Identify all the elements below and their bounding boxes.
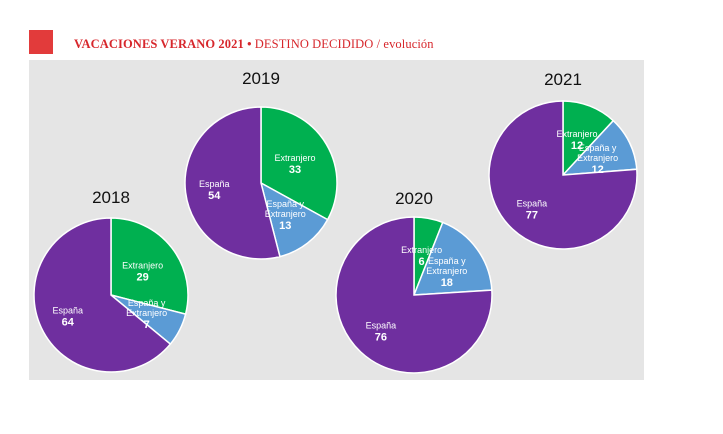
title-subtitle: / evolución [376,37,434,51]
slice-label: España [53,305,84,315]
slice-label: Extranjero [126,308,167,318]
slice-label: España [199,179,230,189]
slice-label: España y [128,298,166,308]
title-strong: VACACIONES VERANO 2021 [74,37,244,51]
pie-slice [488,100,638,250]
slice-label: Extranjero [122,260,163,270]
slice-value: 29 [137,271,149,283]
title-bullet: • [247,37,252,51]
slice-label: Extranjero [557,129,598,139]
header: VACACIONES VERANO 2021 • DESTINO DECIDID… [0,0,723,60]
pie-title: 2020 [395,189,433,208]
brand-square-icon [29,30,53,54]
slice-label: Extranjero [577,153,618,163]
slice-value: 64 [62,316,75,328]
slice-value: 13 [279,220,291,232]
slice-value: 18 [441,277,453,289]
pie-slice [335,216,493,374]
chart-title: VACACIONES VERANO 2021 • DESTINO DECIDID… [74,37,434,52]
slice-label: Extranjero [426,266,467,276]
slice-value: 12 [592,164,604,176]
slice-value: 6 [419,256,425,268]
pie-slice [260,106,338,221]
slice-value: 12 [571,140,583,152]
slice-value: 54 [208,190,221,202]
pie-title: 2021 [544,70,582,89]
slice-label: España y [428,256,466,266]
pie-slice [110,217,189,316]
slice-label: España y [579,143,617,153]
slice-label: Extranjero [275,153,316,163]
slice-label: Extranjero [401,245,442,255]
slice-label: España y [266,199,304,209]
pie-slice [259,181,329,258]
slice-value: 77 [526,210,538,222]
chart-panel: 2018 Extranjero 29 España y Extranjero 7 Españ… [29,60,644,380]
pie-title: 2019 [242,69,280,88]
slice-value: 7 [144,319,150,331]
pie-slice [33,217,172,373]
slice-value: 76 [375,331,387,343]
slice-label: España [366,320,397,330]
pie-title: 2018 [92,188,130,207]
title-light: DESTINO DECIDIDO [254,37,374,51]
pie-slice [184,106,281,260]
slice-label: Extranjero [265,209,306,219]
slice-label: España [517,199,548,209]
slice-value: 33 [289,164,301,176]
pie-slice [412,221,493,296]
